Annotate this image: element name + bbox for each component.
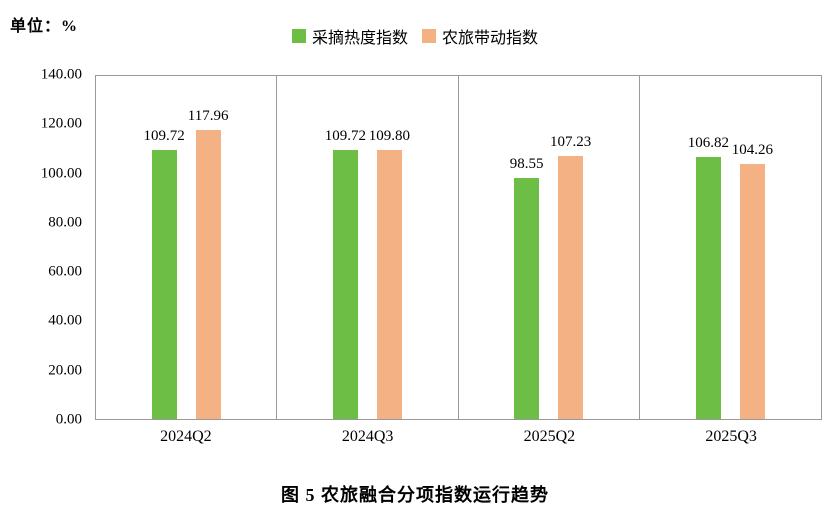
y-tick-label: 60.00	[48, 263, 82, 280]
bar-value-label: 106.82	[687, 135, 729, 152]
bar: 109.80	[369, 128, 410, 419]
legend-label-series2: 农旅带动指数	[442, 30, 539, 47]
y-tick-label: 100.00	[40, 165, 82, 182]
y-tick-label: 140.00	[40, 66, 82, 83]
y-axis: 140.00 120.00 100.00 80.00 60.00 40.00 20.00 0.…	[0, 67, 88, 428]
legend-item-series1: 采摘热度指数	[291, 24, 408, 48]
x-category-label: 2024Q2	[160, 428, 212, 445]
unit-label: 单位：%	[10, 18, 79, 35]
bar: 98.55	[510, 156, 544, 419]
y-tick-label: 40.00	[48, 312, 82, 329]
bar-value-label: 107.23	[550, 134, 592, 151]
y-tick-label: 80.00	[48, 214, 82, 231]
bar-value-label: 117.96	[187, 108, 229, 124]
legend: 采摘热度指数 农旅带动指数	[0, 24, 830, 48]
bar-group-2024Q3: 109.72 109.80	[277, 76, 459, 419]
bar-group-2025Q2: 98.55 107.23	[459, 76, 640, 419]
x-category-label: 2025Q2	[523, 428, 576, 445]
bar-group-2024Q2: 109.72 117.96	[96, 76, 278, 419]
bar: 106.82	[688, 135, 729, 419]
bar: 109.72	[325, 128, 366, 419]
legend-swatch-orange	[422, 29, 436, 43]
bar: 107.23	[550, 134, 591, 419]
chart-title: 图 5 农旅融合分项指数运行趋势	[281, 485, 549, 505]
bar: 109.72	[144, 128, 185, 419]
bar: 104.26	[732, 142, 773, 419]
x-category-label: 2024Q3	[341, 428, 394, 445]
plot-area: 109.72 117.96 109.72 109.80 98.55 107.23 106.8…	[95, 75, 822, 420]
y-tick-label: 0.00	[55, 411, 82, 428]
legend-item-series2: 农旅带动指数	[422, 24, 538, 48]
x-axis: 2024Q2 2024Q3 2025Q2 2025Q3	[95, 428, 822, 452]
bar-group-2025Q3: 106.82 104.26	[640, 76, 821, 419]
y-tick-label: 120.00	[40, 115, 82, 132]
bar-value-label: 98.55	[509, 155, 544, 172]
bar-value-label: 109.72	[324, 128, 366, 145]
legend-swatch-green	[291, 29, 306, 43]
x-category-label: 2025Q3	[705, 428, 757, 445]
y-tick-label: 20.00	[48, 362, 82, 379]
bar-value-label: 109.80	[368, 128, 410, 144]
legend-label-series1: 采摘热度指数	[311, 30, 408, 47]
bar-value-label: 104.26	[731, 141, 773, 158]
bar-value-label: 109.72	[143, 128, 185, 145]
bar: 117.96	[188, 108, 228, 419]
